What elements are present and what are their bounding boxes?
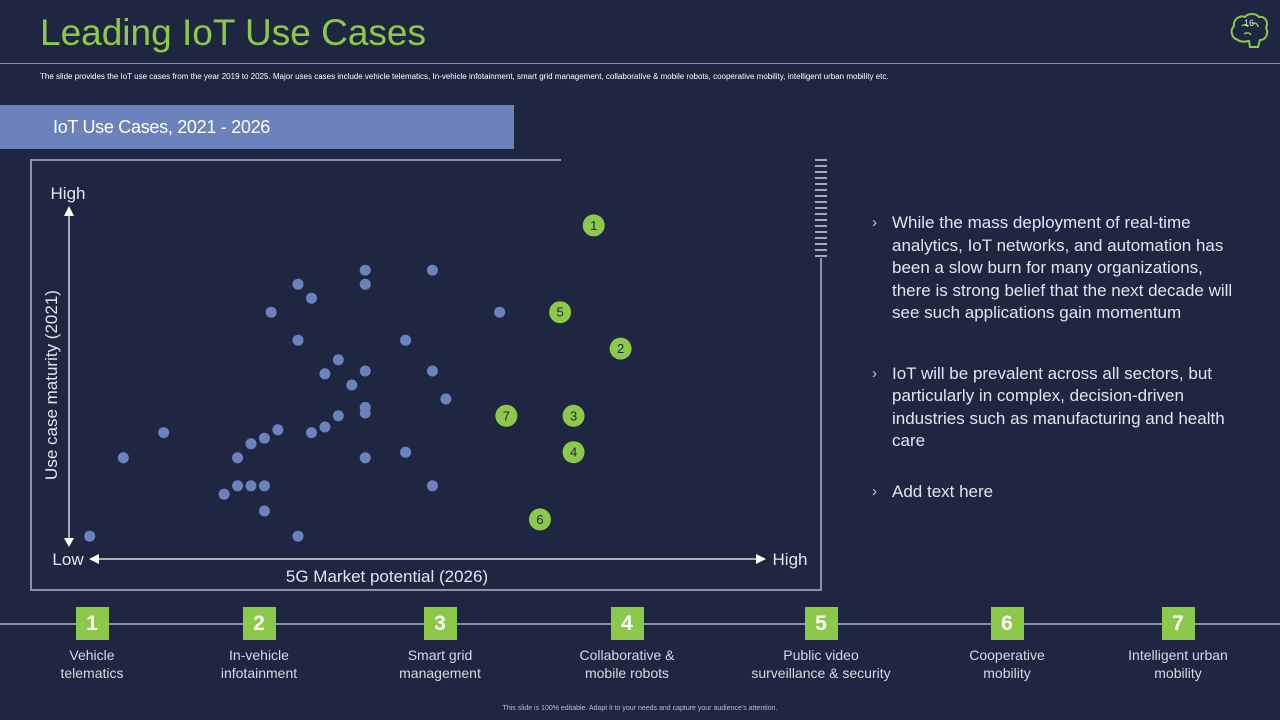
use-case-label: Cooperative mobility [969, 647, 1045, 681]
use-case-item: 5 Public video surveillance & security [721, 607, 921, 682]
use-case-number: 7 [1161, 607, 1195, 640]
data-point [245, 480, 257, 492]
use-case-marker-4 [562, 441, 585, 464]
y-axis-arrow-up [64, 206, 74, 216]
data-point [265, 306, 277, 318]
data-point [292, 278, 304, 290]
data-point [292, 530, 304, 542]
data-point [292, 334, 304, 346]
data-point [359, 452, 371, 464]
data-point [245, 438, 257, 450]
chart-banner-title: IoT Use Cases, 2021 - 2026 [53, 117, 270, 137]
chart-banner: IoT Use Cases, 2021 - 2026 [0, 105, 514, 149]
use-case-marker-label: 3 [570, 408, 577, 423]
y-axis-title: Use case maturity (2021) [42, 290, 61, 480]
brain-gear-icon [1230, 13, 1269, 48]
x-axis-title: 5G Market potential (2026) [286, 567, 488, 586]
data-point [346, 379, 358, 391]
data-point [232, 452, 244, 464]
use-case-number: 4 [610, 607, 644, 640]
y-axis-high-label: High [51, 184, 86, 203]
use-case-item: 3 Smart grid management [340, 607, 540, 682]
use-case-marker-5 [549, 301, 572, 324]
bullet-text: While the mass deployment of real-time a… [892, 213, 1233, 322]
data-point [158, 427, 170, 439]
data-point [359, 264, 371, 276]
use-case-marker-label: 6 [536, 512, 543, 527]
data-point [359, 278, 371, 290]
use-case-number: 3 [423, 607, 457, 640]
y-axis-arrow-down [64, 538, 74, 547]
data-point [494, 306, 506, 318]
data-point [305, 427, 317, 439]
data-point [426, 365, 438, 377]
data-point [332, 354, 344, 366]
use-case-label: Collaborative & mobile robots [579, 647, 675, 681]
bullet-item: › Add text here [872, 481, 1242, 504]
data-point [440, 393, 452, 405]
use-case-item: 4 Collaborative & mobile robots [527, 607, 727, 682]
use-case-marker-label: 5 [557, 305, 564, 320]
data-point [359, 365, 371, 377]
page-number: 16 [1243, 18, 1254, 28]
data-point [117, 452, 129, 464]
data-point [319, 368, 331, 380]
x-axis-high-label: High [773, 550, 808, 569]
use-case-label: Intelligent urban mobility [1128, 647, 1228, 681]
x-axis-arrow-right [756, 554, 766, 564]
x-axis-low-label: Low [52, 550, 84, 569]
bullet-list: › While the mass deployment of real-time … [872, 212, 1242, 519]
data-point [332, 410, 344, 422]
chevron-right-icon: › [872, 482, 877, 500]
bullet-item: › While the mass deployment of real-time … [872, 212, 1242, 325]
use-case-item: 2 In-vehicle infotainment [159, 607, 359, 682]
data-point [305, 292, 317, 304]
bullet-item: › IoT will be prevalent across all sector… [872, 363, 1242, 453]
slide-description: The slide provides the IoT use cases fro… [40, 72, 889, 81]
chevron-right-icon: › [872, 364, 877, 382]
use-case-marker-7 [495, 404, 518, 427]
use-case-marker-6 [528, 508, 551, 531]
data-point [84, 530, 96, 542]
use-case-item: 1 Vehicle telematics [0, 607, 192, 682]
bullet-text: IoT will be prevalent across all sectors… [892, 363, 1225, 451]
use-case-item: 7 Intelligent urban mobility [1078, 607, 1278, 682]
use-case-label: Smart grid management [399, 647, 481, 681]
data-point [258, 505, 270, 517]
bullet-text: Add text here [892, 481, 994, 501]
data-point [426, 264, 438, 276]
data-point [400, 446, 412, 458]
data-point [258, 480, 270, 492]
use-case-number: 2 [242, 607, 276, 640]
chevron-right-icon: › [872, 214, 877, 231]
data-point [426, 480, 438, 492]
data-point [400, 334, 412, 346]
use-case-marker-label: 7 [503, 408, 510, 423]
use-case-marker-2 [609, 337, 632, 360]
scatter-chart: High Low High 5G Market potential (2026) Use… [30, 159, 827, 591]
use-case-number: 6 [990, 607, 1024, 640]
use-case-label: Vehicle telematics [60, 647, 124, 681]
use-case-label: Public video surveillance & security [751, 647, 891, 681]
data-point [359, 401, 371, 413]
use-case-marker-3 [562, 404, 585, 427]
x-axis-arrow-left [89, 554, 99, 564]
data-point [218, 488, 230, 500]
use-case-label: In-vehicle infotainment [220, 647, 298, 681]
use-case-item: 6 Cooperative mobility [907, 607, 1107, 682]
page-title: Leading IoT Use Cases [40, 12, 426, 53]
header-divider [0, 63, 1280, 64]
use-case-number: 5 [804, 607, 838, 640]
chart-frame [30, 159, 822, 591]
use-case-marker-1 [582, 214, 605, 237]
data-point [232, 480, 244, 492]
data-point [258, 432, 270, 444]
data-point [272, 424, 284, 436]
footer-note: This slide is 100% editable. Adapt it to… [502, 705, 778, 712]
data-point [319, 421, 331, 433]
use-case-number: 1 [75, 607, 109, 640]
use-case-marker-label: 1 [590, 218, 597, 233]
use-case-marker-label: 4 [570, 445, 577, 460]
use-case-marker-label: 2 [617, 341, 624, 356]
